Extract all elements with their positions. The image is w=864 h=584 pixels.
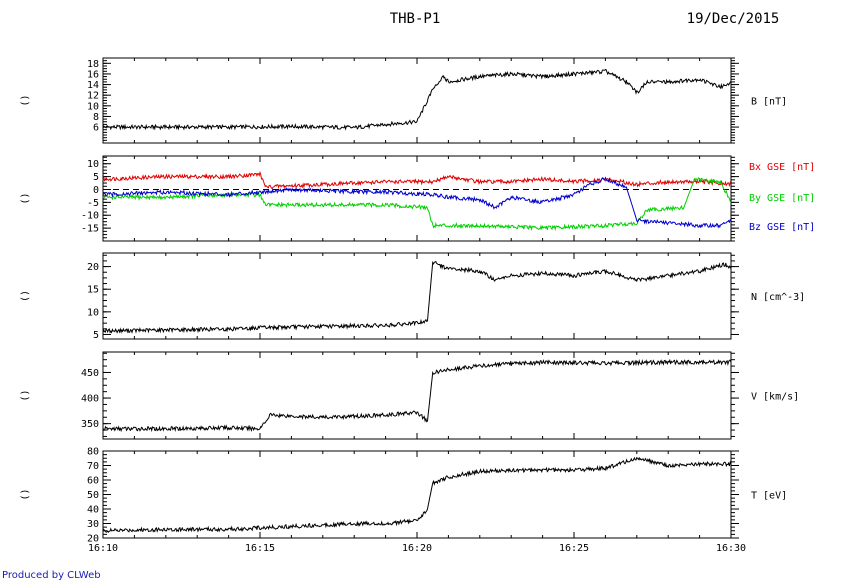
y-tick-label: 30 (87, 519, 99, 530)
y-tick-label: 12 (87, 91, 99, 102)
panel-left-label: () (20, 192, 31, 204)
date-title: 19/Dec/2015 (687, 11, 780, 27)
y-tick-label: 20 (87, 262, 99, 273)
series-line-bx (102, 170, 732, 189)
y-tick-label: 5 (93, 330, 99, 341)
y-tick-label: -5 (87, 198, 99, 209)
panel-left-label: () (20, 290, 31, 302)
y-tick-label: 18 (87, 59, 99, 70)
panel-2: -15 -10 -5 0 5 10 () Bx GSE [nT] By GSE [nT] Bz G… (20, 155, 815, 242)
panel-3: 5 10 15 20 () N [cm^-3] (20, 252, 805, 341)
y-tick-label: 6 (93, 123, 99, 134)
series-line-by (102, 177, 732, 232)
y-tick-label: 16 (87, 69, 99, 80)
y-tick-label: 10 (87, 307, 99, 318)
x-tick-label: 16:15 (245, 543, 275, 554)
y-tick-label: 350 (81, 419, 99, 430)
panel-frame (102, 450, 732, 539)
y-tick-label: 450 (81, 368, 99, 379)
y-tick-label: -10 (81, 211, 99, 222)
panel-left-label: () (20, 94, 31, 106)
panel-left-label: () (20, 389, 31, 401)
probe-title: THB-P1 (390, 11, 441, 27)
y-tick-label: 0 (93, 185, 99, 196)
y-tick-label: 10 (87, 101, 99, 112)
y-tick-label: 70 (87, 461, 99, 472)
y-tick-label: 400 (81, 394, 99, 405)
series-line-main (102, 358, 732, 433)
panel-ylabel: B [nT] (751, 97, 787, 108)
y-tick-label: 20 (87, 534, 99, 545)
panel-frame (102, 155, 732, 242)
y-tick-label: 50 (87, 490, 99, 501)
x-tick-label: 16:10 (88, 543, 118, 554)
x-tick-label: 16:30 (716, 543, 746, 554)
y-tick-label: 60 (87, 476, 99, 487)
panel-frame (102, 252, 732, 340)
y-tick-label: 5 (93, 172, 99, 183)
series-line-main (102, 260, 732, 334)
panel-left-label: () (20, 488, 31, 500)
y-tick-label: 15 (87, 285, 99, 296)
panel-4: 350 400 450 () V [km/s] (20, 351, 799, 440)
panel-frame (102, 351, 732, 440)
y-tick-label: 10 (87, 159, 99, 170)
y-tick-label: -15 (81, 224, 99, 235)
panel-ylabel: N [cm^-3] (751, 292, 805, 303)
legend-by: By GSE [nT] (749, 193, 815, 204)
series-line-main (102, 68, 732, 131)
y-tick-label: 40 (87, 505, 99, 516)
x-tick-label: 16:25 (559, 543, 589, 554)
panel-ylabel: V [km/s] (751, 392, 799, 403)
x-tick-label: 16:20 (402, 543, 432, 554)
panel-5: 20 30 40 50 60 70 80 () T [eV] 16:10 16:15 16:20 16:… (20, 447, 787, 555)
produced-by-label: Produced by CLWeb (2, 570, 101, 581)
legend-bz: Bz GSE [nT] (749, 222, 815, 233)
series-line-bz (102, 176, 732, 229)
y-tick-label: 14 (87, 80, 99, 91)
panel-ylabel: T [eV] (751, 491, 787, 502)
y-tick-label: 8 (93, 112, 99, 123)
panel-frame (102, 57, 732, 144)
series-line-main (102, 456, 732, 533)
legend-bx: Bx GSE [nT] (749, 162, 815, 173)
y-tick-label: 80 (87, 447, 99, 458)
